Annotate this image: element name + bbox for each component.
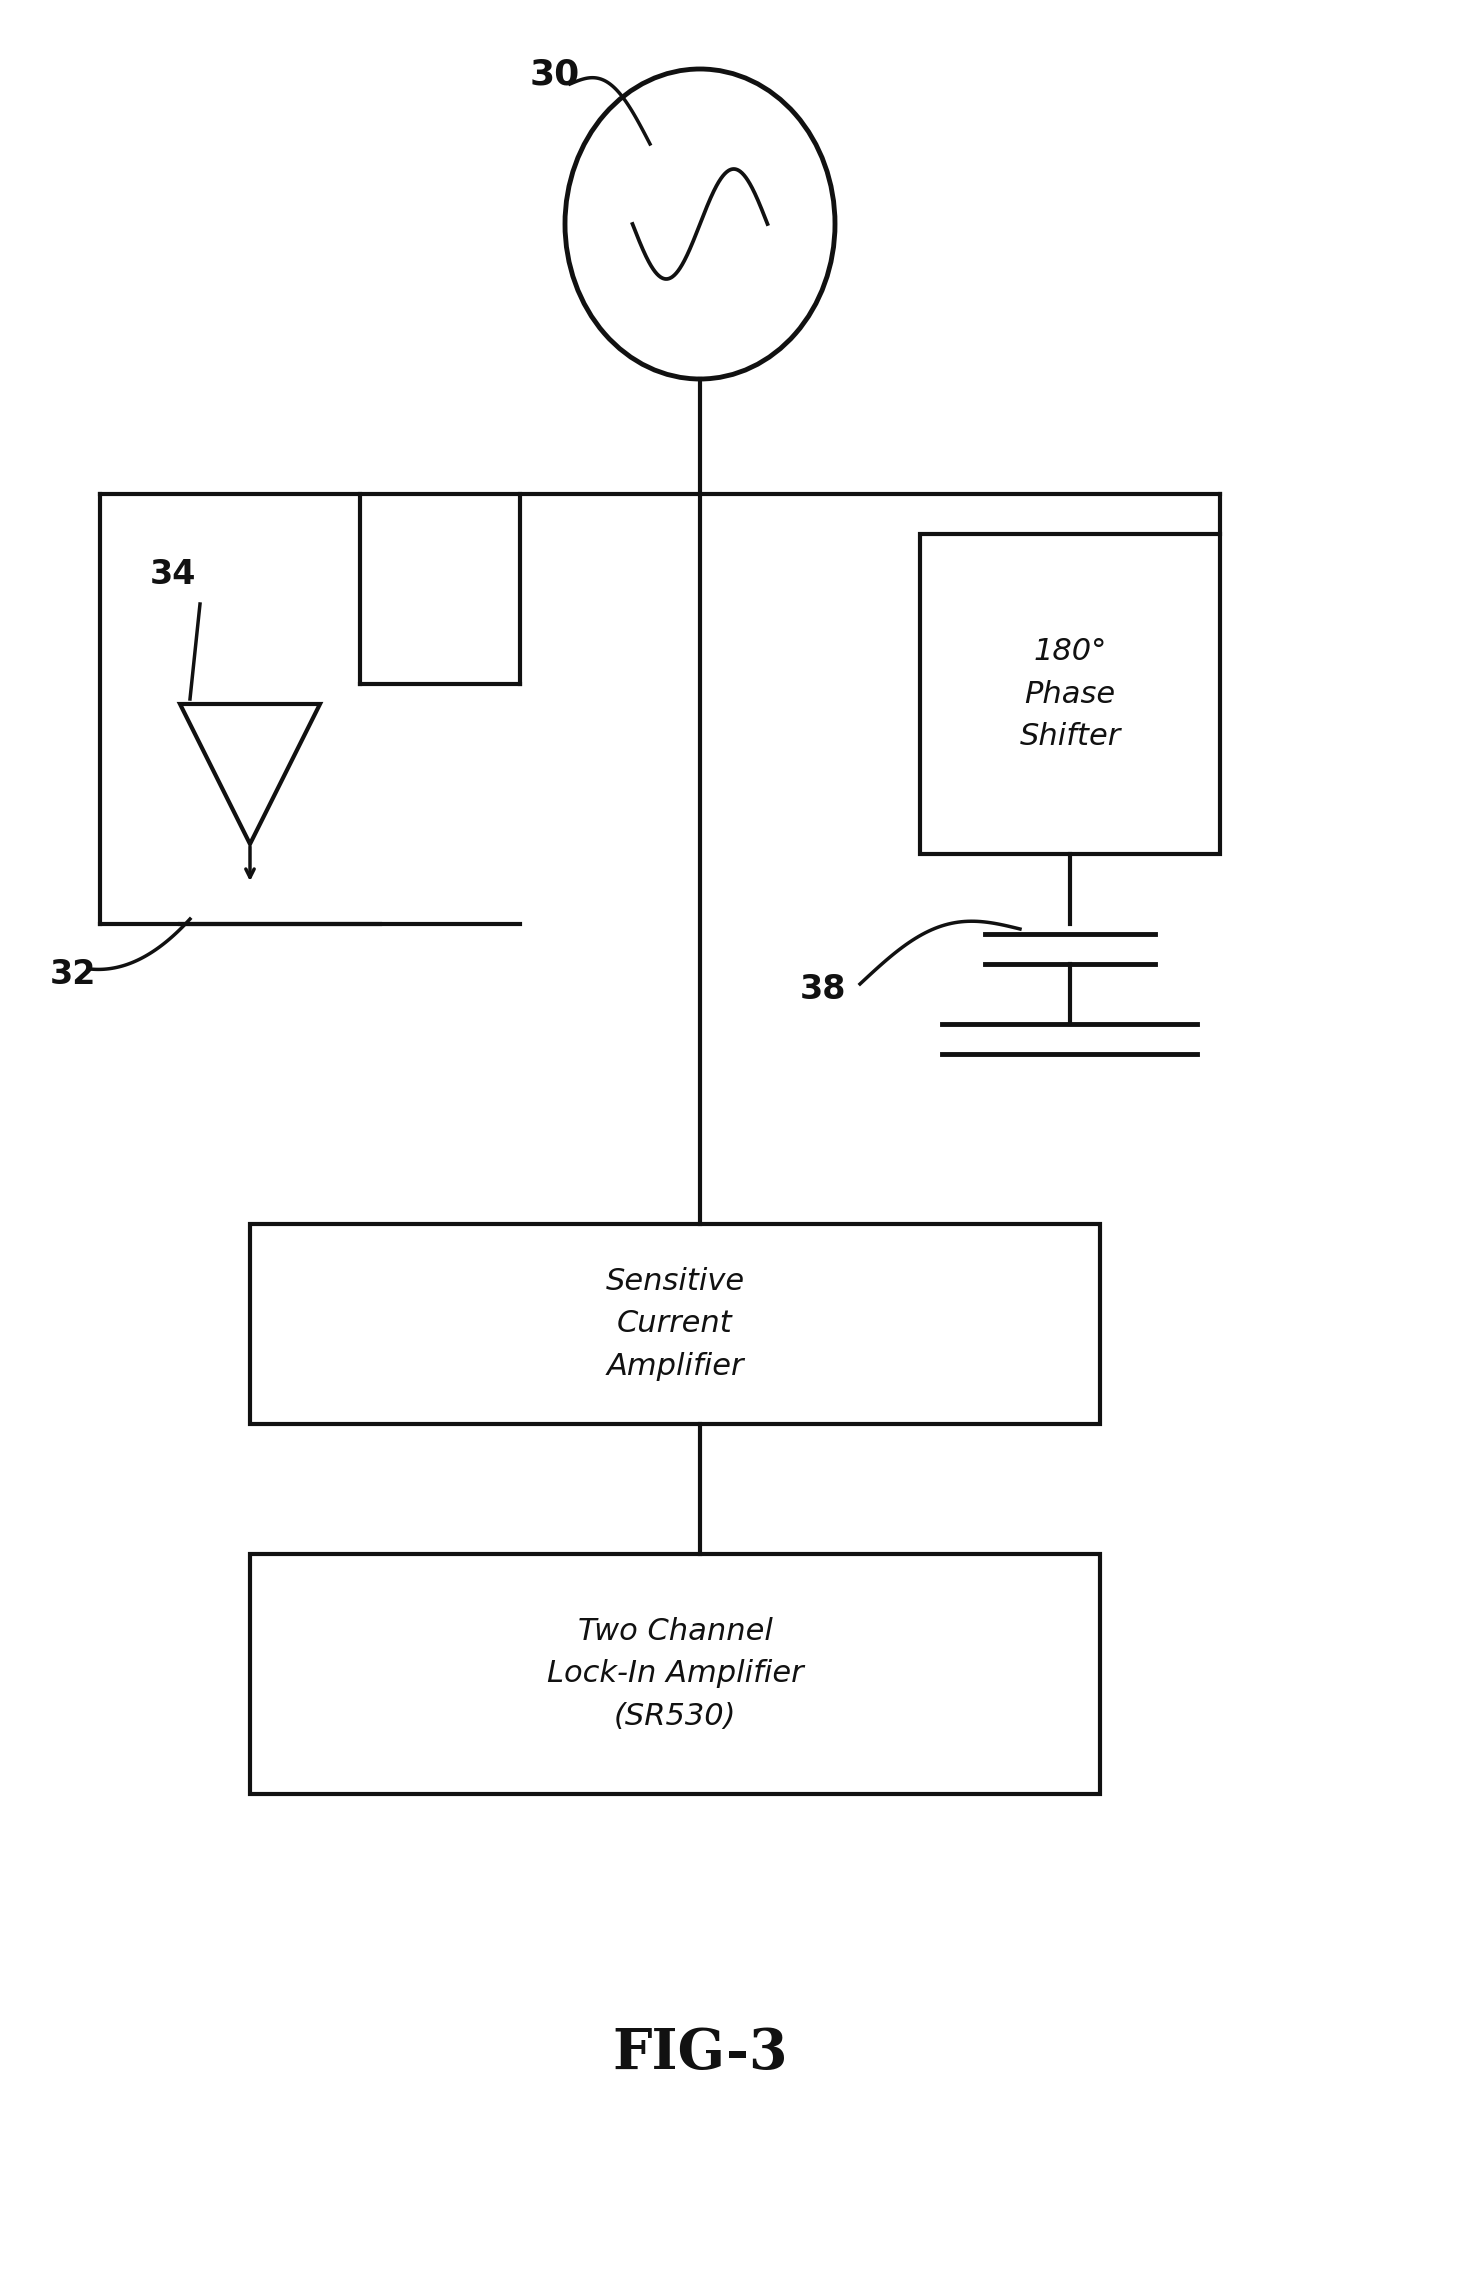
Text: Two Channel
Lock-In Amplifier
(SR530): Two Channel Lock-In Amplifier (SR530) <box>547 1617 803 1731</box>
Text: Sensitive
Current
Amplifier: Sensitive Current Amplifier <box>606 1267 745 1380</box>
Text: 32: 32 <box>50 957 97 991</box>
Text: 38: 38 <box>800 973 847 1005</box>
Text: 34: 34 <box>151 557 196 591</box>
Text: FIG-3: FIG-3 <box>612 2026 787 2081</box>
Text: 30: 30 <box>530 57 581 91</box>
Text: 180°
Phase
Shifter: 180° Phase Shifter <box>1020 637 1121 750</box>
Bar <box>250 1553 1100 1794</box>
Bar <box>250 1223 1100 1424</box>
Bar <box>920 534 1220 855</box>
